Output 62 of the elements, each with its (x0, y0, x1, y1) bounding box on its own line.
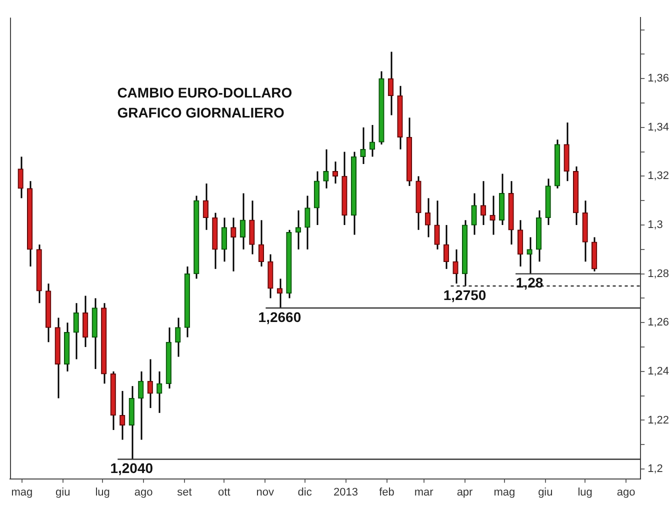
x-tick-label: ago (616, 486, 636, 498)
x-tick-label: lug (95, 486, 110, 498)
candlestick (304, 194, 310, 250)
y-tick-label: 1,34 (648, 121, 670, 134)
x-tick-label: dic (298, 486, 312, 498)
y-tick-label: 1,32 (648, 170, 670, 182)
x-tick-label: mag (11, 486, 33, 498)
x-tick-label: nov (256, 486, 275, 498)
candlestick (147, 358, 153, 409)
candlestick (240, 192, 246, 250)
x-tick-label: set (177, 486, 192, 498)
x-tick-label: ago (134, 486, 153, 498)
candlestick (295, 210, 302, 250)
candlestick (120, 390, 126, 441)
candlestick (360, 126, 366, 165)
candlestick (18, 156, 24, 199)
x-tick-label: ott (218, 486, 230, 498)
candlestick (73, 302, 79, 360)
candlestick (490, 194, 496, 236)
ref-line-label: 1,2660 (258, 308, 302, 325)
candlestick (424, 197, 431, 238)
candlestick (443, 224, 450, 270)
x-tick-label: feb (379, 486, 394, 498)
y-tick-label: 1,2 (648, 463, 663, 476)
candlestick (156, 370, 162, 414)
candlestick (452, 248, 458, 284)
candlestick (276, 278, 283, 309)
candlestick (323, 148, 329, 190)
candlestick (230, 216, 236, 272)
candlestick (332, 160, 338, 184)
x-tick-label: giu (538, 486, 553, 498)
candlestick (249, 200, 255, 256)
candlestick (369, 124, 376, 158)
x-tick-label: giu (56, 486, 70, 498)
y-tick-label: 1,3 (648, 219, 663, 232)
ref-line-label: 1,2040 (110, 460, 154, 476)
candlestick (221, 216, 227, 262)
text: GRAFICO GIORNALIERO (117, 104, 285, 121)
candlestick (258, 219, 264, 268)
y-tick-label: 1,28 (648, 268, 670, 280)
candlestick (471, 192, 477, 236)
ref-line-label: 1,28 (516, 274, 544, 291)
candlestick (175, 316, 181, 358)
y-tick-label: 1,22 (648, 414, 670, 426)
candlestick (480, 180, 486, 226)
candlestick (517, 219, 524, 268)
candlestick (388, 51, 394, 116)
y-tick-label: 1,36 (648, 72, 670, 85)
ref-line-label: 1,2750 (443, 286, 486, 303)
text: CAMBIO EURO-DOLLARO (117, 84, 292, 101)
candlestick (138, 370, 144, 441)
x-tick-label: mag (494, 486, 516, 498)
x-tick-label: lug (578, 486, 592, 498)
y-tick-label: 1,26 (648, 316, 670, 329)
x-tick-label: mar (414, 486, 434, 498)
x-tick-label: 2013 (334, 486, 358, 498)
candlestick (434, 200, 440, 250)
candlestick (526, 236, 532, 275)
candlestick (82, 295, 88, 348)
x-tick-label: apr (456, 486, 474, 498)
candlestick (202, 182, 208, 231)
y-tick-label: 1,24 (648, 365, 670, 378)
